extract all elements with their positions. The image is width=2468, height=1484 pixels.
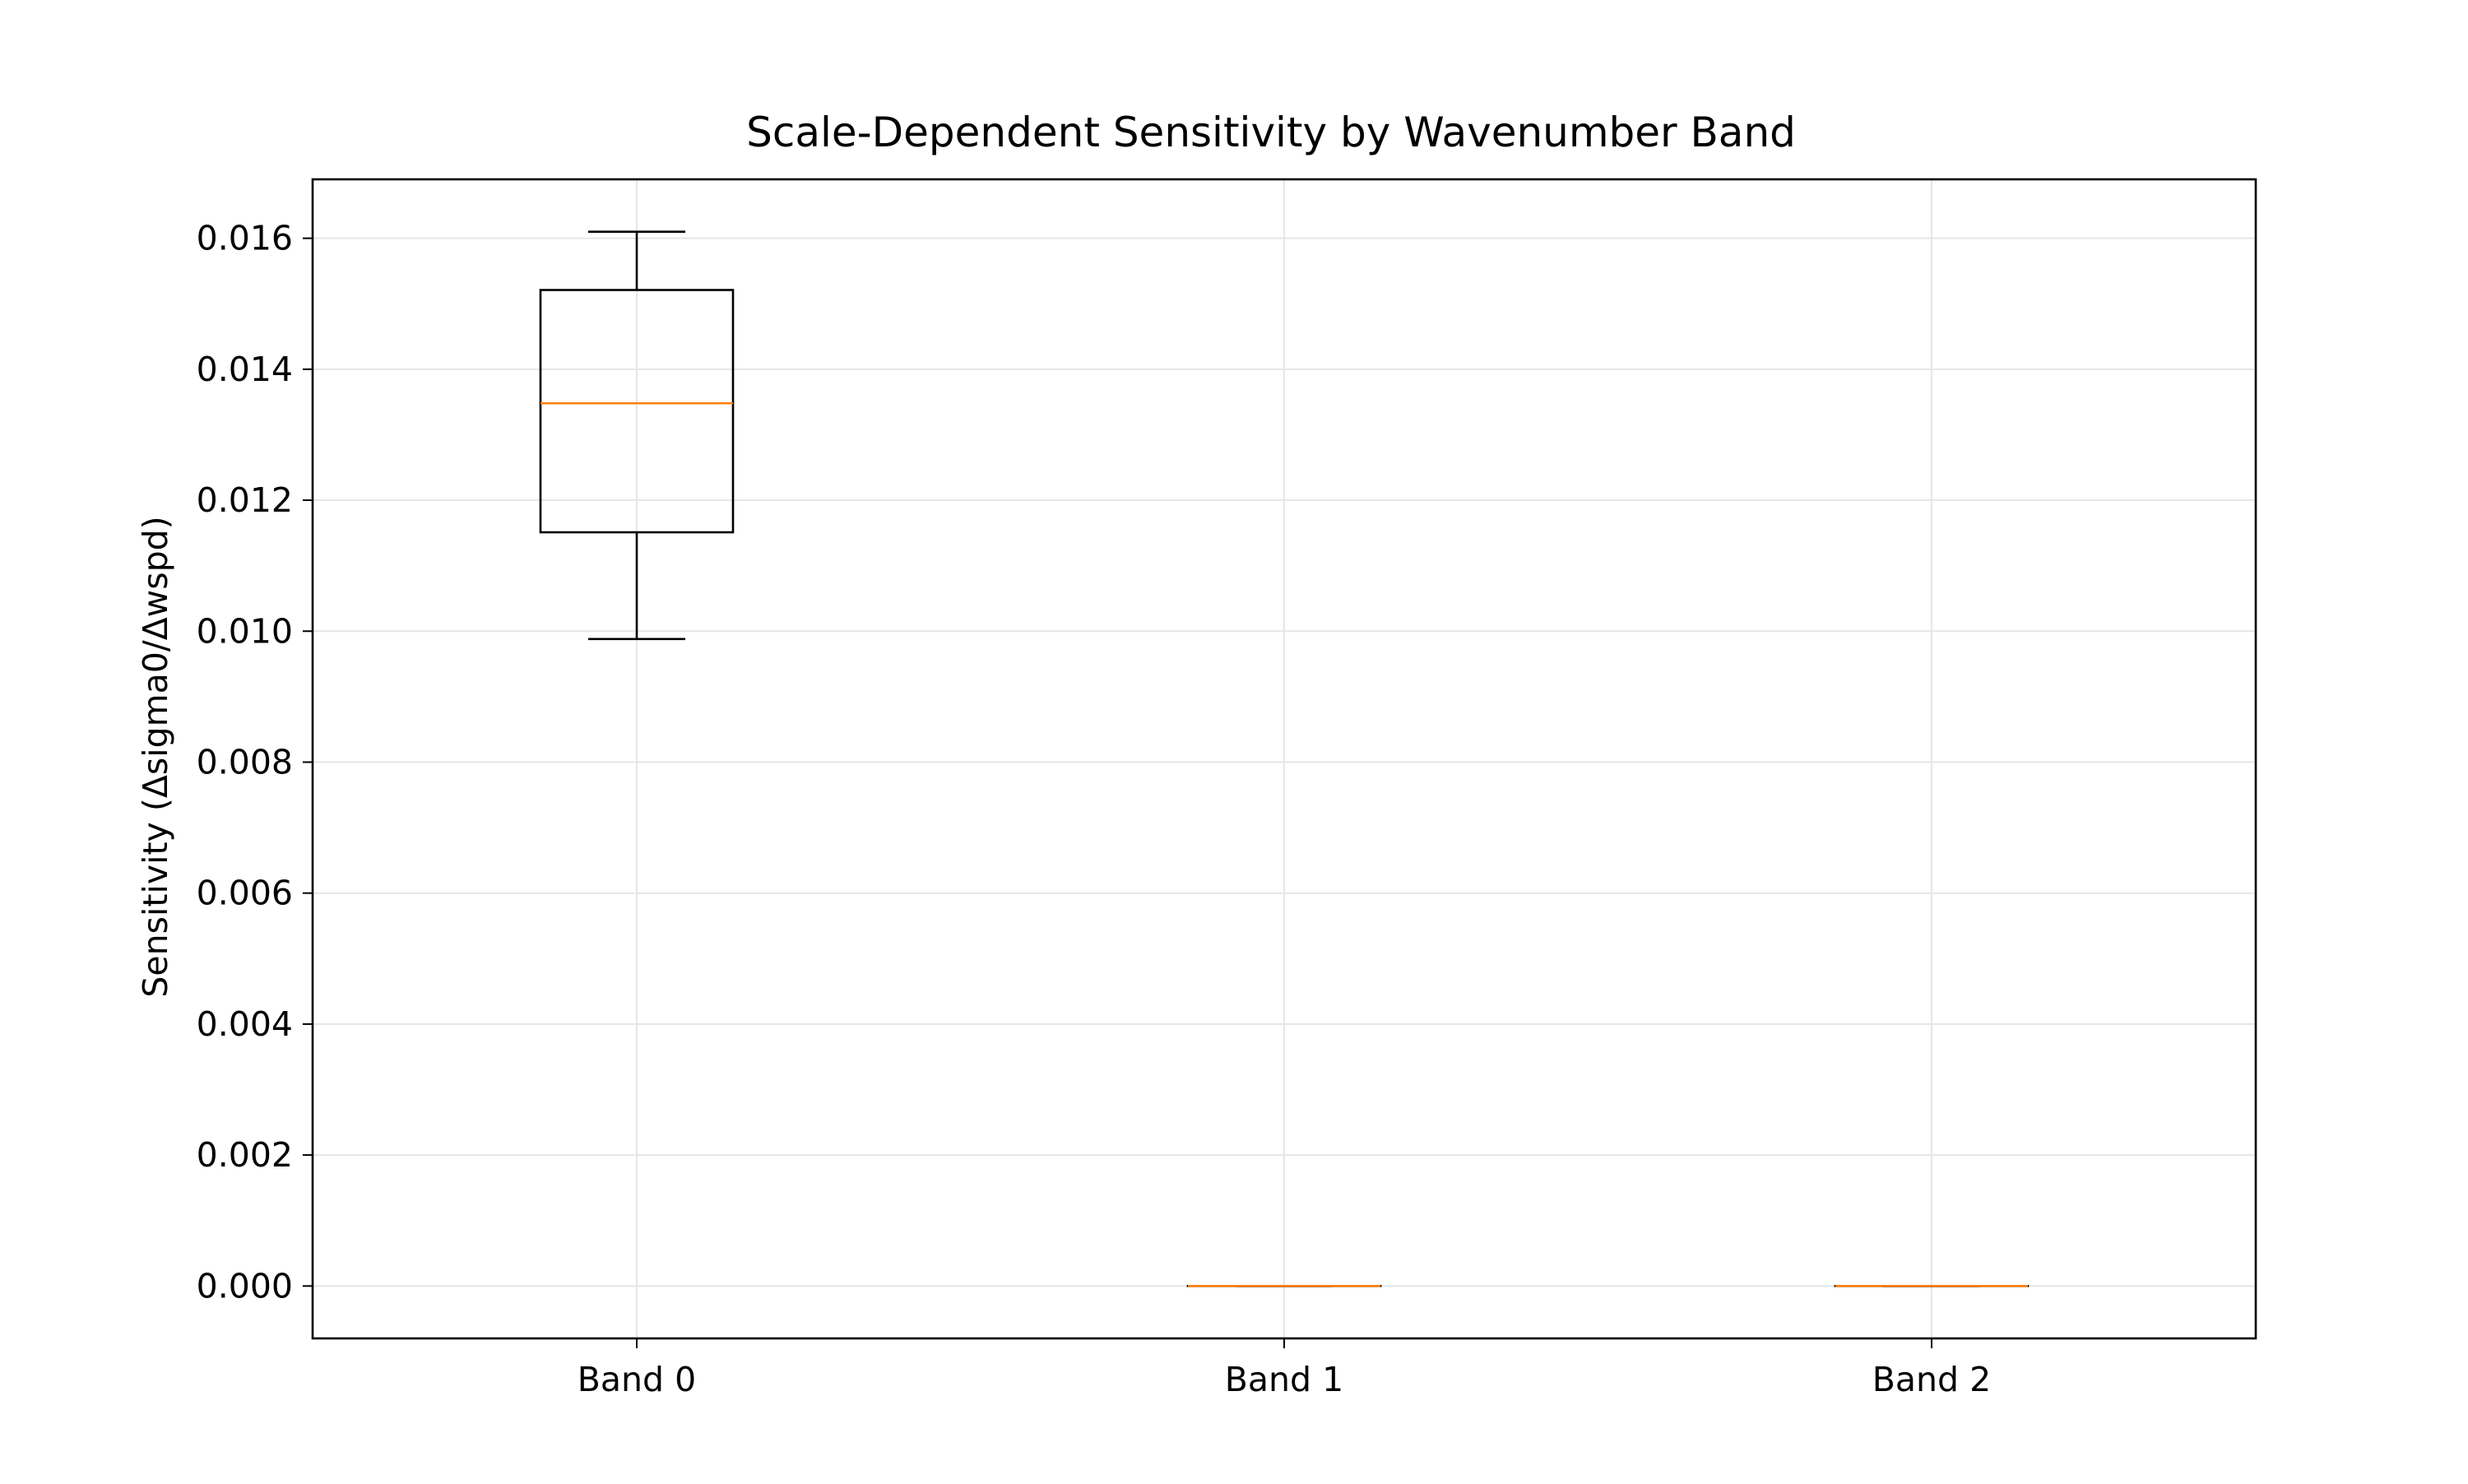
y-axis-label: Sensitivity (Δsigma0/Δwspd) [136,516,175,997]
x-tick-label: Band 0 [578,1360,696,1399]
x-tick-label: Band 2 [1872,1360,1991,1399]
y-tick-label: 0.000 [197,1266,293,1305]
y-tick-label: 0.002 [197,1135,293,1175]
y-tick-label: 0.010 [197,611,293,651]
x-tick-label: Band 1 [1225,1360,1343,1399]
y-tick-label: 0.014 [197,350,293,389]
y-tick-label: 0.016 [197,219,293,258]
y-tick-label: 0.008 [197,742,293,781]
y-tick-label: 0.006 [197,874,293,913]
y-tick-label: 0.004 [197,1004,293,1044]
y-tick-label: 0.012 [197,480,293,520]
chart-title: Scale-Dependent Sensitivity by Wavenumbe… [746,109,1796,156]
